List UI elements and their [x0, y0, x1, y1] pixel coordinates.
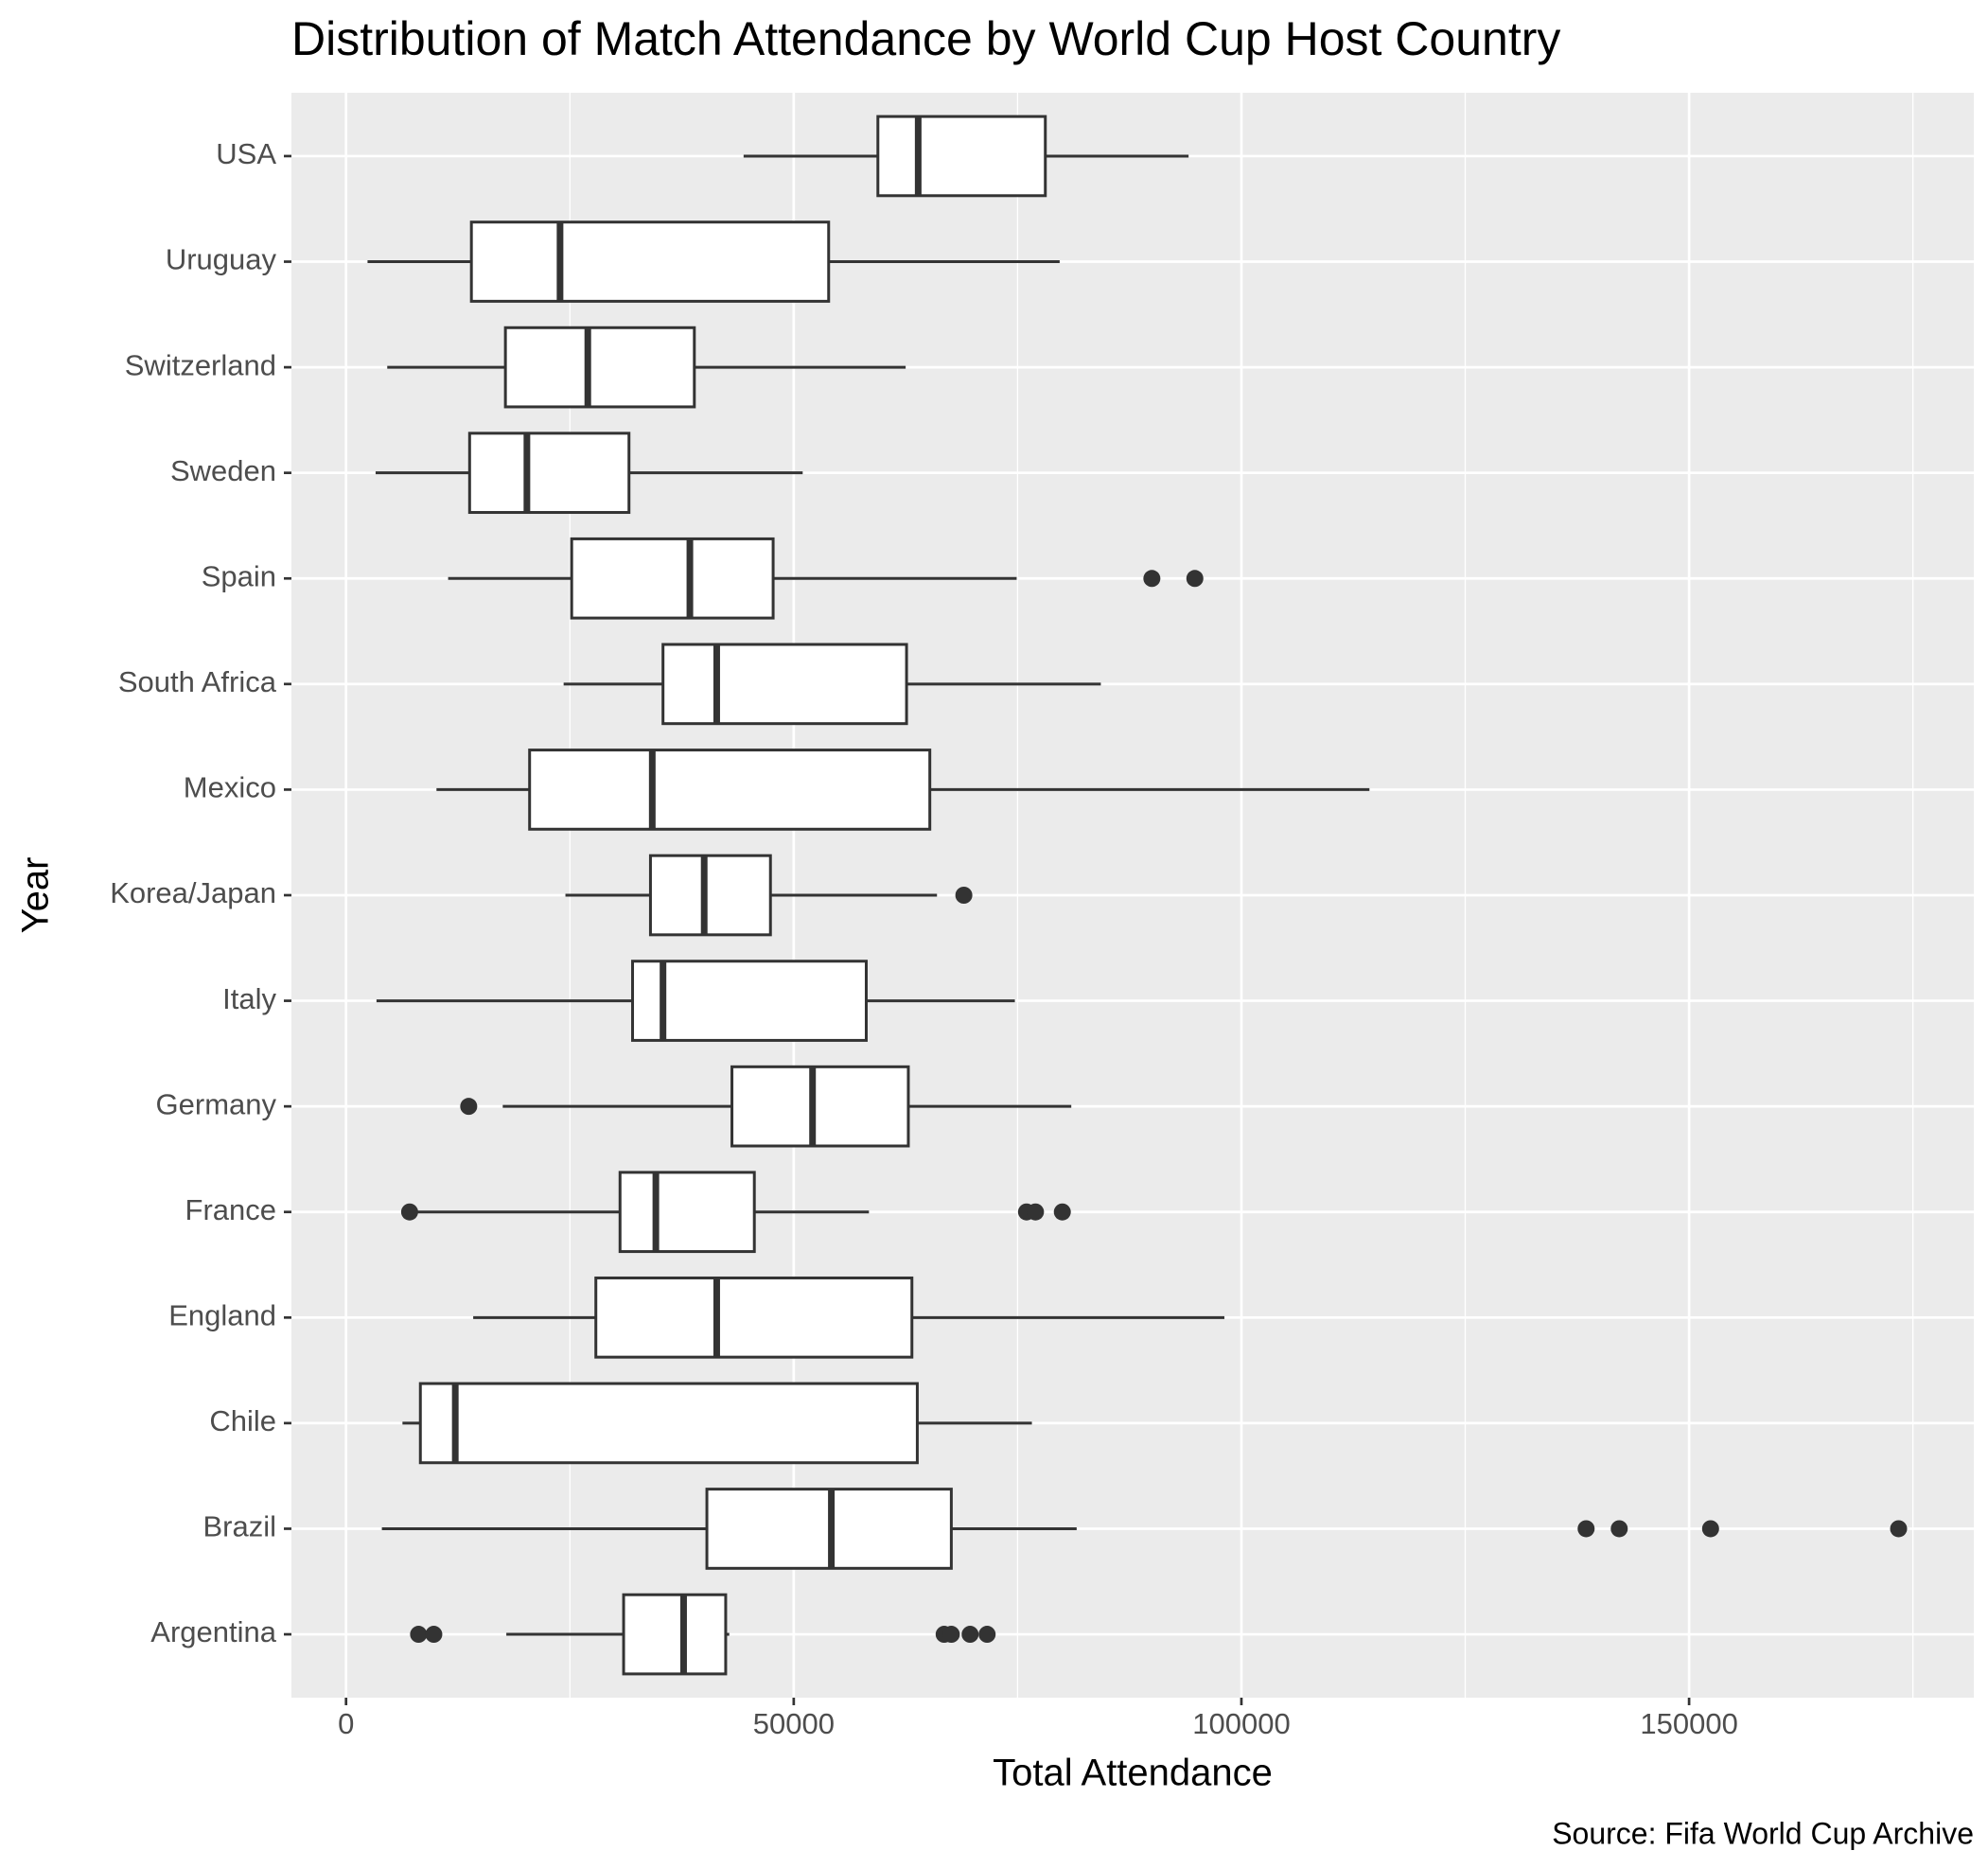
chart-title: Distribution of Match Attendance by Worl…: [291, 12, 1560, 65]
outlier: [460, 1098, 478, 1116]
outlier: [1577, 1520, 1595, 1538]
outlier: [1027, 1203, 1045, 1221]
outlier: [1701, 1520, 1719, 1538]
y-tick-label: England: [168, 1299, 276, 1332]
box: [648, 854, 772, 937]
y-tick-label: USA: [216, 137, 276, 170]
y-tick-label: Italy: [222, 982, 276, 1015]
y-tick-label: Chile: [209, 1404, 276, 1437]
box: [661, 643, 908, 726]
x-tick-label: 100000: [1192, 1707, 1290, 1740]
y-axis-title: Year: [15, 857, 57, 934]
outlier: [425, 1626, 443, 1644]
x-tick-label: 50000: [753, 1707, 835, 1740]
x-axis-title: Total Attendance: [993, 1753, 1273, 1794]
box: [469, 220, 831, 303]
y-tick-label: Korea/Japan: [110, 876, 276, 909]
box: [631, 960, 868, 1042]
outlier: [1053, 1203, 1071, 1221]
caption: Source: Fifa World Cup Archive: [1552, 1816, 1974, 1850]
y-tick-label: Brazil: [202, 1510, 276, 1543]
y-tick-label: Sweden: [170, 454, 276, 487]
box: [876, 115, 1047, 198]
box: [622, 1593, 728, 1676]
box: [528, 749, 932, 831]
y-tick-label: France: [185, 1193, 276, 1226]
y-tick-label: Spain: [202, 559, 276, 592]
box: [570, 537, 775, 620]
outlier: [978, 1626, 996, 1644]
outlier: [955, 887, 973, 904]
box: [594, 1276, 914, 1359]
y-tick-label: South Africa: [118, 665, 277, 698]
y-tick-label: Switzerland: [125, 348, 276, 381]
outlier: [1610, 1520, 1628, 1538]
outlier: [410, 1626, 428, 1644]
outlier: [961, 1626, 979, 1644]
box: [618, 1171, 756, 1254]
outlier: [1143, 570, 1161, 588]
box: [730, 1065, 910, 1148]
y-tick-label: Mexico: [184, 771, 276, 804]
y-tick-label: Uruguay: [166, 243, 277, 276]
x-tick-label: 150000: [1640, 1707, 1737, 1740]
outlier: [942, 1626, 960, 1644]
outlier: [1186, 570, 1204, 588]
outlier: [400, 1203, 418, 1221]
box: [418, 1382, 919, 1465]
y-tick-label: Argentina: [150, 1615, 276, 1648]
outlier: [1890, 1520, 1908, 1538]
box: [503, 326, 696, 409]
x-tick-label: 0: [338, 1707, 354, 1740]
box: [467, 432, 631, 515]
y-tick-label: Germany: [156, 1087, 277, 1120]
